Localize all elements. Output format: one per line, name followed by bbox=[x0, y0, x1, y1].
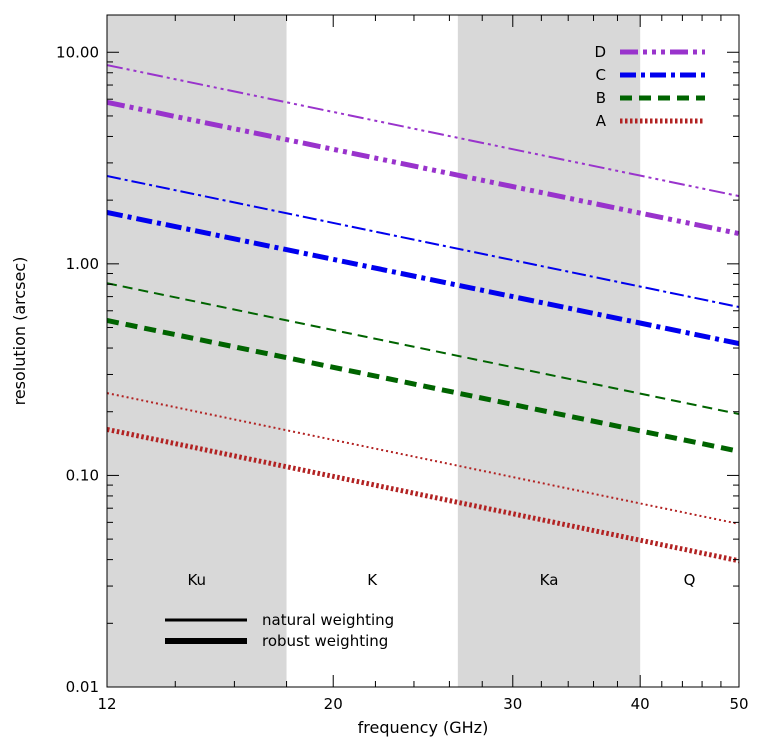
series-line-c-robust bbox=[107, 209, 739, 346]
plot-frame bbox=[106, 14, 740, 688]
legend-label-d: D bbox=[594, 43, 606, 61]
y-tick-label: 10.00 bbox=[56, 43, 99, 61]
axes: 0.01 0.10 1.00 10.00 12 20 30 40 50 frequency (GH… bbox=[10, 14, 749, 737]
legend-label-a: A bbox=[596, 112, 607, 130]
y-tick-label: 1.00 bbox=[66, 255, 99, 273]
series-line-b-natural bbox=[107, 282, 739, 416]
band-label-k: K bbox=[367, 571, 378, 589]
x-tick-label: 12 bbox=[97, 695, 116, 713]
x-axis-label: frequency (GHz) bbox=[358, 718, 489, 737]
band-labels: Ku K Ka Q bbox=[187, 571, 695, 589]
y-axis-label: resolution (arcsec) bbox=[10, 257, 29, 406]
series-line-d-robust bbox=[107, 99, 739, 237]
band-label-q: Q bbox=[684, 571, 696, 589]
x-tick-label: 50 bbox=[729, 695, 748, 713]
legend-label-b: B bbox=[596, 89, 606, 107]
series-line-d-natural bbox=[107, 64, 739, 198]
series-lines bbox=[107, 64, 739, 564]
weighting-label-thick: robust weighting bbox=[262, 632, 388, 650]
legend-label-c: C bbox=[596, 66, 606, 84]
x-tick-label: 30 bbox=[503, 695, 522, 713]
band-label-ku: Ku bbox=[187, 571, 206, 589]
weighting-legend: natural weighting robust weighting bbox=[165, 611, 394, 650]
band-label-ka: Ka bbox=[540, 571, 559, 589]
band-shade-ka bbox=[457, 15, 641, 687]
y-tick-label: 0.01 bbox=[66, 678, 99, 696]
series-line-c-natural bbox=[107, 175, 739, 309]
x-tick-label: 40 bbox=[631, 695, 650, 713]
y-tick-label: 0.10 bbox=[66, 466, 99, 484]
weighting-label-thin: natural weighting bbox=[262, 611, 394, 629]
series-line-b-robust bbox=[107, 318, 739, 454]
x-tick-label: 20 bbox=[324, 695, 343, 713]
